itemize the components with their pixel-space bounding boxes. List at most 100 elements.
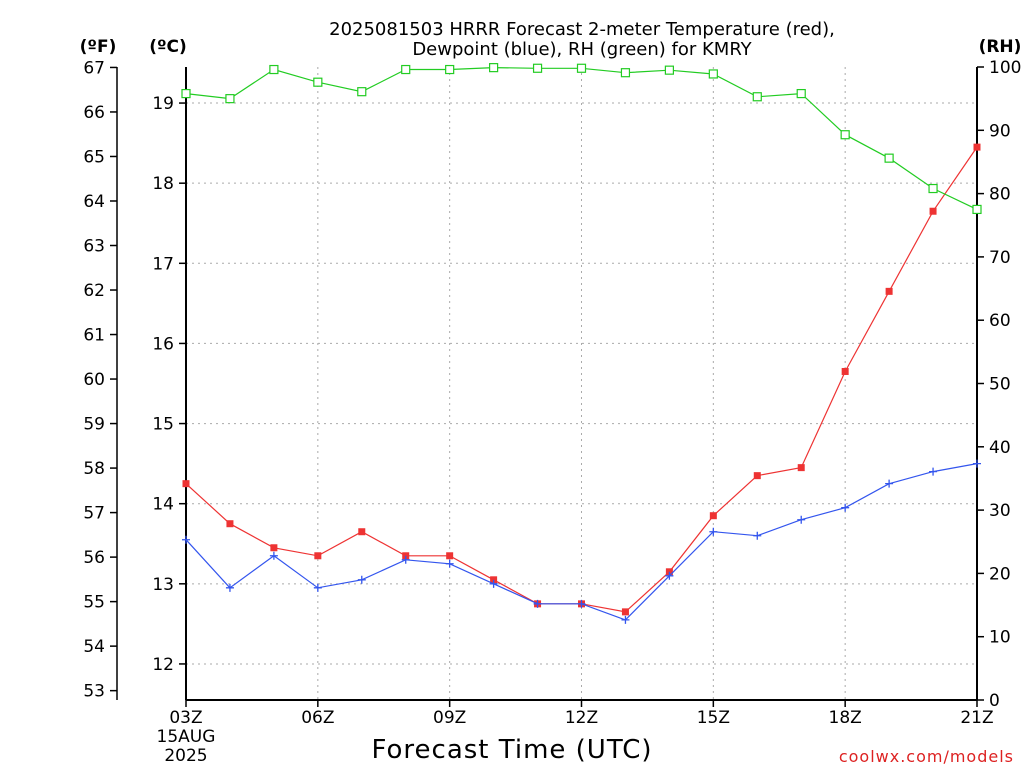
dewpoint-point <box>973 459 981 468</box>
rh-point <box>576 63 587 73</box>
x-tick-label: 03Z <box>169 708 202 728</box>
celsius-tick-label: 14 <box>152 495 174 515</box>
celsius-tick-label: 18 <box>152 174 174 194</box>
rh-tick-label: 80 <box>989 185 1011 205</box>
rh-point <box>401 64 411 75</box>
dewpoint-point <box>269 551 278 560</box>
temperature-point <box>182 480 190 488</box>
temperature-point <box>446 552 454 560</box>
rh-tick-label: 0 <box>989 691 1000 711</box>
fahrenheit-tick-label: 55 <box>83 593 105 613</box>
rh-tick-label: 20 <box>989 564 1011 584</box>
chart-title-line2: Dewpoint (blue), RH (green) for KMRY <box>412 39 752 60</box>
rh-tick-label: 60 <box>989 311 1011 331</box>
fahrenheit-tick-label: 57 <box>83 504 105 524</box>
temperature-point <box>665 568 673 576</box>
rh-point <box>357 87 367 97</box>
celsius-tick-label: 17 <box>152 254 174 274</box>
dewpoint-point <box>797 515 806 524</box>
x-tick-label: 06Z <box>301 708 334 728</box>
dewpoint-point <box>621 615 630 624</box>
rh-tick-label: 50 <box>989 375 1011 395</box>
dewpoint-point <box>401 555 410 564</box>
celsius-unit-label: (ºC) <box>149 37 187 57</box>
rh-tick-label: 70 <box>989 248 1011 268</box>
x-tick-date: 15AUG <box>157 727 216 747</box>
dewpoint-point <box>577 599 586 608</box>
temperature-point <box>753 472 761 480</box>
dewpoint-point <box>665 571 674 580</box>
x-axis-label: Forecast Time (UTC) <box>371 735 652 765</box>
celsius-tick-label: 16 <box>152 334 174 354</box>
fahrenheit-tick-label: 53 <box>83 682 105 702</box>
rh-point <box>840 130 850 140</box>
temperature-point <box>621 608 629 616</box>
dewpoint-point <box>182 535 190 544</box>
fahrenheit-tick-label: 64 <box>83 192 105 212</box>
rh-point <box>532 63 543 73</box>
temperature-point <box>709 512 717 520</box>
celsius-tick-label: 12 <box>152 655 174 675</box>
temperature-point <box>402 552 410 560</box>
x-tick-label: 12Z <box>565 708 598 728</box>
temperature-point <box>270 544 278 552</box>
fahrenheit-tick-label: 65 <box>83 147 105 167</box>
rh-point <box>489 63 499 73</box>
fahrenheit-tick-label: 59 <box>83 415 105 435</box>
rh-tick-label: 30 <box>989 501 1011 521</box>
temperature-point <box>358 528 366 536</box>
fahrenheit-tick-label: 61 <box>83 326 105 346</box>
fahrenheit-tick-label: 67 <box>83 58 105 78</box>
temperature-point <box>797 464 805 472</box>
chart-title-line1: 2025081503 HRRR Forecast 2-meter Tempera… <box>329 19 835 40</box>
rh-tick-label: 90 <box>989 121 1011 141</box>
dewpoint-point <box>225 583 234 592</box>
rh-unit-label: (RH) <box>979 37 1022 57</box>
source-credit: coolwx.com/models <box>839 747 1014 766</box>
fahrenheit-unit-label: (ºF) <box>80 37 117 57</box>
rh-point <box>708 69 718 79</box>
dewpoint-point <box>841 503 850 512</box>
dewpoint-point <box>885 479 894 488</box>
celsius-tick-label: 19 <box>152 94 174 114</box>
rh-point <box>620 68 631 78</box>
rh-point <box>181 88 191 99</box>
rh-point <box>928 183 938 194</box>
fahrenheit-tick-label: 58 <box>83 459 105 479</box>
fahrenheit-tick-label: 54 <box>83 637 105 657</box>
x-tick-label: 18Z <box>829 708 862 728</box>
dewpoint-point <box>753 531 762 540</box>
dewpoint-point <box>489 579 498 588</box>
x-tick-year: 2025 <box>164 746 207 766</box>
fahrenheit-tick-label: 56 <box>83 548 105 568</box>
celsius-tick-label: 15 <box>152 415 174 435</box>
temperature-point <box>490 576 498 584</box>
dewpoint-point <box>533 599 542 608</box>
rh-point <box>313 77 323 87</box>
fahrenheit-tick-label: 60 <box>83 370 105 390</box>
fahrenheit-tick-label: 62 <box>83 281 105 301</box>
temperature-point <box>226 520 234 528</box>
rh-point <box>225 94 235 104</box>
rh-tick-label: 100 <box>989 58 1021 78</box>
data-series <box>181 63 982 624</box>
rh-point <box>752 92 762 102</box>
x-tick-label: 21Z <box>960 708 993 728</box>
dewpoint-point <box>709 527 718 536</box>
dewpoint-point <box>929 467 938 476</box>
rh-point <box>884 153 894 163</box>
dewpoint-point <box>313 583 322 592</box>
rh-point <box>796 88 806 99</box>
temperature-point <box>973 143 981 151</box>
rh-point <box>972 204 982 215</box>
temperature-point <box>885 287 893 295</box>
temperature-point <box>929 207 937 215</box>
x-tick-label: 09Z <box>433 708 466 728</box>
rh-tick-label: 40 <box>989 438 1011 458</box>
rh-tick-label: 10 <box>989 628 1011 648</box>
dewpoint-point <box>445 559 454 568</box>
rh-point <box>664 65 674 75</box>
rh-point <box>445 64 455 75</box>
